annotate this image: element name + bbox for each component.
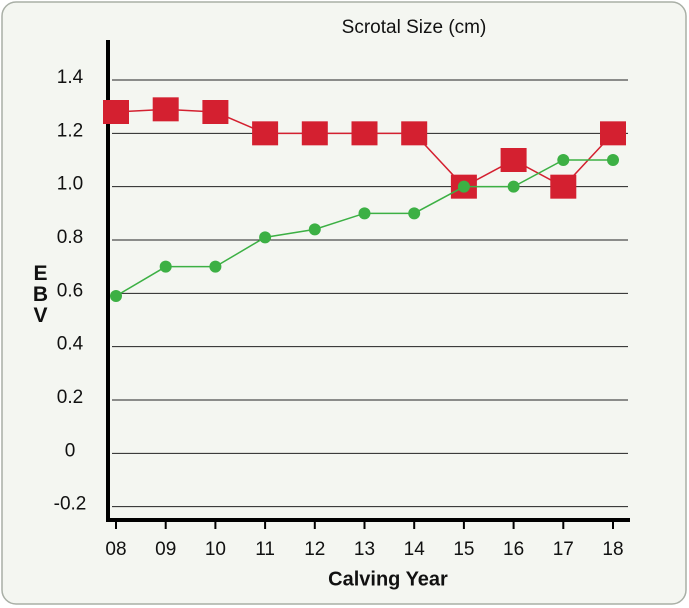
y-tick-label: 1.4 — [57, 67, 84, 88]
x-tick-label: 17 — [553, 539, 574, 560]
y-tick-label: -0.2 — [54, 494, 87, 515]
marker — [358, 207, 371, 220]
x-tick-label: 14 — [404, 539, 426, 560]
y-tick-label: 1.0 — [57, 174, 83, 195]
x-tick-label: 08 — [105, 539, 126, 560]
marker — [457, 180, 470, 193]
x-axis-label: Calving Year — [328, 568, 448, 590]
x-tick-label: 11 — [255, 539, 275, 560]
x-tick-label: 09 — [155, 539, 176, 560]
marker — [259, 231, 272, 244]
marker — [152, 97, 179, 122]
marker — [600, 121, 626, 146]
marker — [159, 260, 172, 273]
marker — [408, 207, 421, 220]
y-tick-label: 1.2 — [57, 120, 83, 141]
y-tick-label: 0.4 — [57, 334, 84, 355]
y-tick-label: 0.8 — [57, 227, 83, 248]
y-tick-label: 0.6 — [57, 280, 83, 301]
marker — [401, 121, 428, 146]
chart-title: Scrotal Size (cm) — [342, 17, 487, 38]
x-tick-label: 10 — [205, 539, 226, 560]
marker — [557, 154, 570, 166]
marker — [252, 121, 279, 146]
y-axis-label: EBV — [29, 262, 52, 325]
marker — [607, 154, 619, 166]
y-tick-label: 0.2 — [57, 387, 83, 408]
y-tick-label: 0 — [65, 440, 76, 461]
x-tick-label: 18 — [602, 539, 623, 560]
marker — [507, 180, 520, 193]
marker — [301, 121, 328, 146]
marker — [110, 290, 122, 302]
marker — [202, 100, 229, 124]
marker — [351, 121, 378, 146]
marker — [500, 148, 527, 172]
marker — [103, 100, 129, 124]
marker — [550, 174, 577, 199]
x-tick-label: 13 — [354, 539, 375, 560]
marker — [308, 223, 321, 236]
marker — [209, 260, 222, 273]
x-tick-label: 12 — [304, 539, 325, 560]
x-tick-label: 16 — [503, 539, 524, 560]
x-tick-label: 15 — [453, 539, 474, 560]
